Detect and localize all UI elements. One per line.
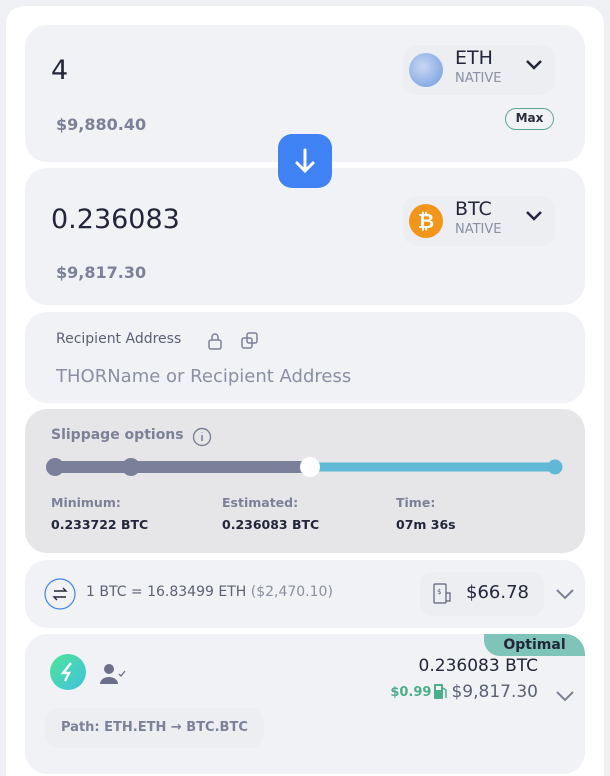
route-amount: 0.236083 BTC xyxy=(418,656,538,676)
route-panel[interactable]: Optimal 0.236083 BTC $0.99 $9,817.30 Pat… xyxy=(25,634,585,774)
chevron-down-icon xyxy=(526,211,542,221)
to-chain: NATIVE xyxy=(455,222,502,237)
to-panel: 0.236083 $9,817.30 ₿ BTC NATIVE xyxy=(25,168,585,305)
rate-panel: 1 BTC = 16.83499 ETH ($2,470.10) $ $66.7… xyxy=(25,560,585,628)
arrow-down-icon xyxy=(295,148,315,174)
from-panel: 4 $9,880.40 ETH NATIVE Max xyxy=(25,25,585,162)
exchange-rate-usd: ($2,470.10) xyxy=(250,584,333,600)
max-button[interactable]: Max xyxy=(505,108,554,130)
recipient-panel: Recipient Address THORName or Recipient … xyxy=(25,312,585,403)
time-value: 07m 36s xyxy=(396,517,456,532)
slippage-slider[interactable] xyxy=(40,453,570,481)
from-symbol: ETH xyxy=(455,47,493,69)
svg-text:$: $ xyxy=(437,588,441,596)
to-amount: 0.236083 xyxy=(51,204,180,235)
from-asset-selector[interactable]: ETH NATIVE xyxy=(403,45,555,95)
chevron-down-icon xyxy=(526,60,542,70)
slippage-title: Slippage options xyxy=(51,427,184,443)
to-asset-selector[interactable]: ₿ BTC NATIVE xyxy=(403,196,555,246)
bitcoin-icon: ₿ xyxy=(409,204,443,238)
gas-pump-icon xyxy=(434,684,448,699)
minimum-value: 0.233722 BTC xyxy=(51,517,149,532)
slippage-panel: Slippage options Minimum: 0.233722 BTC E… xyxy=(25,409,585,553)
slider-step[interactable] xyxy=(46,458,64,476)
slider-step[interactable] xyxy=(122,458,140,476)
user-verified-icon xyxy=(100,664,126,684)
slider-step[interactable] xyxy=(547,459,563,475)
chevron-down-icon[interactable] xyxy=(555,690,575,702)
from-usd-value: $9,880.40 xyxy=(56,115,147,134)
info-icon[interactable] xyxy=(192,427,212,447)
chevron-down-icon[interactable] xyxy=(555,588,575,600)
eth-llama-icon xyxy=(409,53,443,87)
swap-direction-button[interactable] xyxy=(278,134,332,188)
route-path: Path: ETH.ETH → BTC.BTC xyxy=(45,708,264,748)
exchange-rate: 1 BTC = 16.83499 ETH xyxy=(86,584,247,600)
minimum-label: Minimum: xyxy=(51,495,121,510)
slider-thumb[interactable] xyxy=(300,457,320,477)
thorchain-icon xyxy=(50,654,86,690)
to-usd-value: $9,817.30 xyxy=(56,263,147,282)
swap-arrows-icon[interactable] xyxy=(44,578,76,610)
optimal-badge: Optimal xyxy=(484,634,585,656)
route-usd: $9,817.30 xyxy=(451,682,538,702)
copy-icon[interactable] xyxy=(241,332,259,350)
estimated-value: 0.236083 BTC xyxy=(222,517,320,532)
recipient-label: Recipient Address xyxy=(56,331,182,347)
time-label: Time: xyxy=(396,495,436,510)
from-chain: NATIVE xyxy=(455,71,502,86)
estimated-label: Estimated: xyxy=(222,495,299,510)
gas-fee: $0.99 xyxy=(390,684,432,700)
lock-icon[interactable] xyxy=(207,332,223,350)
fee-value: $66.78 xyxy=(466,582,529,603)
receipt-icon: $ xyxy=(433,583,451,604)
to-symbol: BTC xyxy=(455,198,492,220)
recipient-address-input[interactable]: THORName or Recipient Address xyxy=(56,366,352,387)
from-amount-input[interactable]: 4 xyxy=(51,55,69,86)
fee-button[interactable]: $ $66.78 xyxy=(420,572,544,616)
